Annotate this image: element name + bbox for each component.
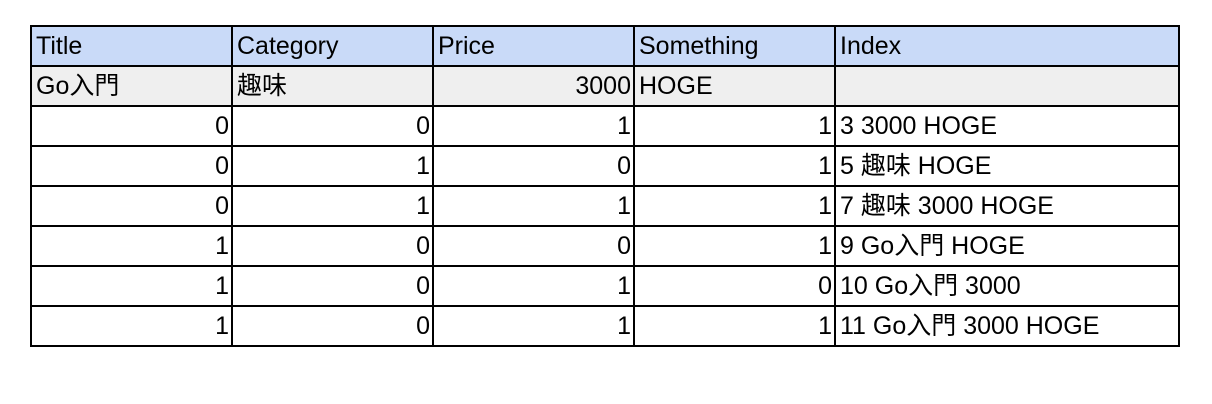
header-cell-title[interactable]: Title — [30, 25, 233, 67]
table-row: 0 1 0 1 5 趣味 HOGE — [30, 145, 1180, 187]
table-cell[interactable]: 1 — [633, 105, 836, 147]
table-cell[interactable]: 1 — [432, 185, 635, 227]
table-cell[interactable]: 0 — [30, 145, 233, 187]
header-cell-price[interactable]: Price — [432, 25, 635, 67]
table-cell[interactable]: 0 — [231, 105, 434, 147]
data-table: Title Category Price Something Index Go入… — [30, 25, 1180, 347]
table-cell[interactable]: 0 — [30, 185, 233, 227]
table-cell[interactable]: 1 — [30, 225, 233, 267]
table-cell[interactable]: 0 — [30, 105, 233, 147]
spreadsheet: Title Category Price Something Index Go入… — [30, 25, 1180, 347]
value-cell-category[interactable]: 趣味 — [231, 65, 434, 107]
table-row: 1 0 1 1 11 Go入門 3000 HOGE — [30, 305, 1180, 347]
table-cell[interactable]: 1 — [633, 145, 836, 187]
table-cell[interactable]: 9 Go入門 HOGE — [834, 225, 1180, 267]
table-cell[interactable]: 1 — [432, 305, 635, 347]
table-cell[interactable]: 0 — [231, 225, 434, 267]
table-cell[interactable]: 0 — [231, 305, 434, 347]
value-cell-title[interactable]: Go入門 — [30, 65, 233, 107]
table-row: 1 0 0 1 9 Go入門 HOGE — [30, 225, 1180, 267]
table-cell[interactable]: 3 3000 HOGE — [834, 105, 1180, 147]
value-cell-index[interactable] — [834, 65, 1180, 107]
value-row: Go入門 趣味 3000 HOGE — [30, 65, 1180, 107]
value-cell-price[interactable]: 3000 — [432, 65, 635, 107]
table-cell[interactable]: 1 — [30, 305, 233, 347]
table-cell[interactable]: 1 — [633, 225, 836, 267]
table-cell[interactable]: 1 — [633, 185, 836, 227]
table-cell[interactable]: 1 — [432, 105, 635, 147]
table-row: 0 0 1 1 3 3000 HOGE — [30, 105, 1180, 147]
table-cell[interactable]: 1 — [633, 305, 836, 347]
table-row: 1 0 1 0 10 Go入門 3000 — [30, 265, 1180, 307]
table-cell[interactable]: 1 — [30, 265, 233, 307]
table-cell[interactable]: 0 — [231, 265, 434, 307]
table-cell[interactable]: 1 — [432, 265, 635, 307]
header-cell-index[interactable]: Index — [834, 25, 1180, 67]
table-cell[interactable]: 10 Go入門 3000 — [834, 265, 1180, 307]
header-cell-category[interactable]: Category — [231, 25, 434, 67]
table-cell[interactable]: 1 — [231, 145, 434, 187]
table-row: 0 1 1 1 7 趣味 3000 HOGE — [30, 185, 1180, 227]
value-cell-something[interactable]: HOGE — [633, 65, 836, 107]
table-cell[interactable]: 0 — [432, 225, 635, 267]
table-cell[interactable]: 1 — [231, 185, 434, 227]
table-cell[interactable]: 11 Go入門 3000 HOGE — [834, 305, 1180, 347]
table-cell[interactable]: 5 趣味 HOGE — [834, 145, 1180, 187]
table-cell[interactable]: 0 — [432, 145, 635, 187]
header-cell-something[interactable]: Something — [633, 25, 836, 67]
table-cell[interactable]: 7 趣味 3000 HOGE — [834, 185, 1180, 227]
header-row: Title Category Price Something Index — [30, 25, 1180, 67]
table-cell[interactable]: 0 — [633, 265, 836, 307]
